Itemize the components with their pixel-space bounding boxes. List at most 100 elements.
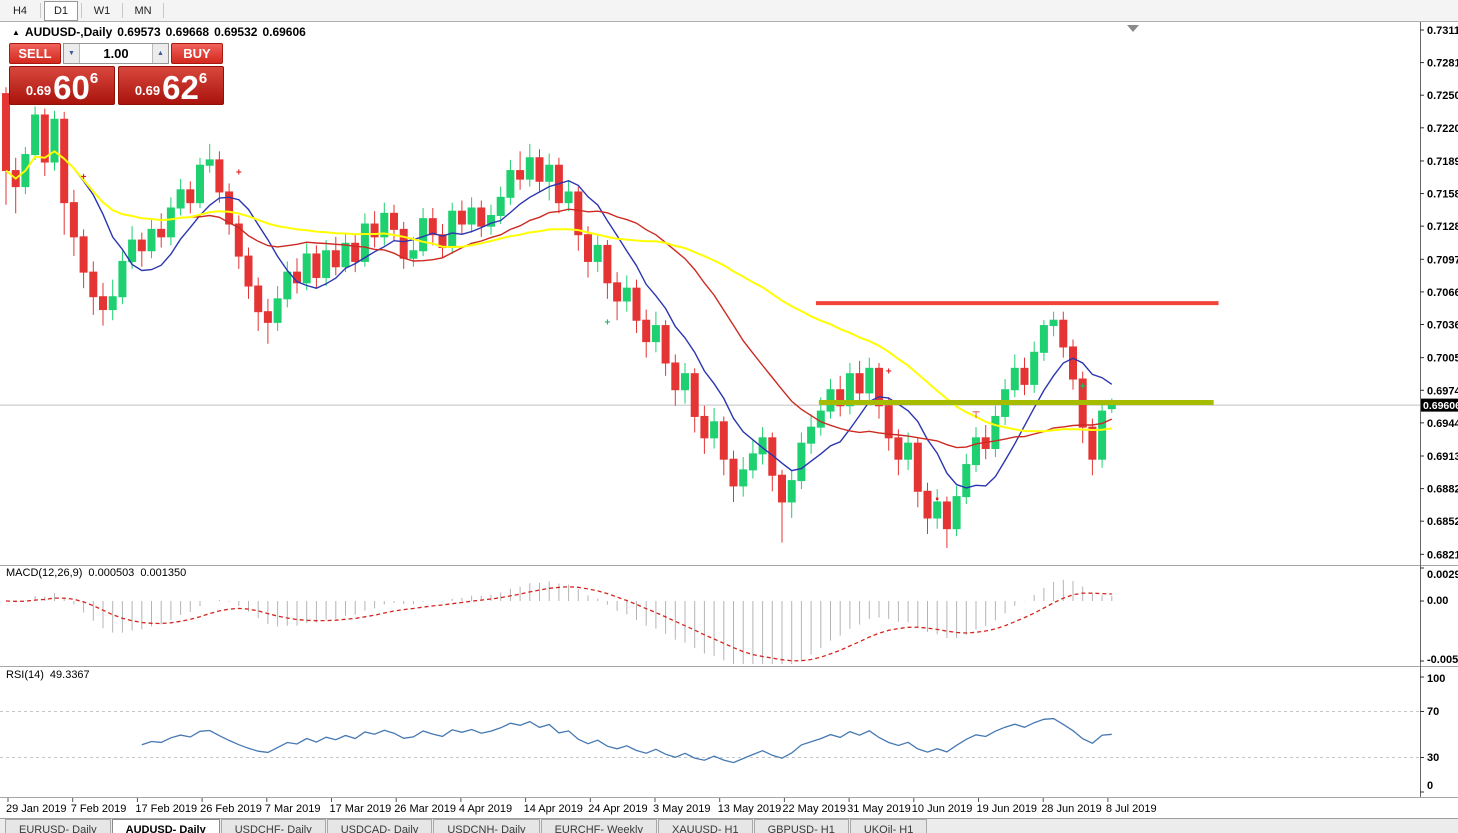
buy-button[interactable]: BUY	[171, 43, 223, 64]
sell-price-main: 60	[53, 69, 90, 106]
timeframe-button-d1[interactable]: D1	[44, 0, 78, 21]
candles-layer	[2, 87, 1116, 548]
tab-audusd[interactable]: AUDUSD- Daily	[111, 819, 220, 833]
macd-name: MACD(12,26,9)	[6, 567, 83, 579]
timeframe-toolbar: H4 D1 W1 MN	[0, 0, 1458, 22]
macd-tick-label: -0.00525	[1427, 654, 1458, 666]
sell-price-pip: 6	[89, 70, 99, 87]
macd-histogram	[15, 579, 1113, 664]
current-price-box	[1421, 398, 1458, 412]
date-tick-label: 31 May 2019	[847, 803, 911, 815]
rsi-tick-label: 30	[1427, 752, 1439, 764]
ohlc-close: 0.69606	[262, 25, 306, 39]
trade-marker-icon: +	[886, 367, 892, 378]
sell-price-prefix: 0.69	[25, 83, 52, 98]
trade-marker-icon: ┬	[971, 407, 980, 418]
one-click-trading-panel: SELL ▼ 1.00 ▲ BUY 0.69 60 6 0.69 62 6	[9, 43, 225, 105]
date-tick-label: 10 Jun 2019	[912, 803, 973, 815]
tab-eurchf[interactable]: EURCHF- Weekly	[540, 819, 657, 833]
price-tick-label: 0.72505	[1427, 90, 1458, 102]
macd-tick-label: 0.00	[1427, 595, 1448, 607]
chart-shift-icon[interactable]	[1127, 25, 1139, 32]
price-tick-label: 0.69745	[1427, 385, 1458, 397]
date-tick-label: 8 Jul 2019	[1106, 803, 1157, 815]
tab-gbpusd[interactable]: GBPUSD- H1	[753, 819, 849, 833]
tab-eurusd[interactable]: EURUSD- Daily	[5, 819, 111, 833]
timeframe-button-mn[interactable]: MN	[126, 0, 160, 21]
tab-usdcad[interactable]: USDCAD- Daily	[326, 819, 433, 833]
ma-slow-line	[5, 150, 1112, 433]
sell-price-button[interactable]: 0.69 60 6	[9, 66, 115, 105]
rsi-level-lines	[0, 711, 1420, 758]
date-tick-label: 29 Jan 2019	[6, 803, 67, 815]
buy-price-pip: 6	[198, 70, 208, 87]
symbol-label: AUDUSD-,Daily	[24, 25, 113, 39]
date-tick-label: 26 Feb 2019	[200, 803, 262, 815]
indicator-axis[interactable]: 0.002984 0.00 -0.00525 100 70 30 0	[1420, 567, 1458, 793]
date-axis[interactable]: 29 Jan 2019 7 Feb 2019 17 Feb 2019 26 Feb 2…	[6, 798, 1157, 815]
volume-value[interactable]: 1.00	[103, 46, 129, 61]
timeframe-button-w1[interactable]: W1	[85, 0, 119, 21]
volume-stepper: ▼ 1.00 ▲	[63, 43, 169, 64]
chart-title: ▲ AUDUSD-,Daily 0.69573 0.69668 0.69532 0.696…	[12, 25, 311, 39]
date-tick-label: 17 Feb 2019	[135, 803, 197, 815]
trade-marker-icon: ▪	[935, 494, 939, 505]
date-tick-label: 7 Mar 2019	[265, 803, 321, 815]
rsi-line	[141, 717, 1112, 764]
buy-price-button[interactable]: 0.69 62 6	[118, 66, 224, 105]
toolbar-separator	[122, 3, 123, 18]
timeframe-button-h4[interactable]: H4	[3, 0, 37, 21]
buy-price-prefix: 0.69	[134, 83, 161, 98]
price-tick-label: 0.73115	[1427, 25, 1458, 37]
pane-separators	[0, 22, 1458, 798]
ohlc-low: 0.69532	[214, 25, 258, 39]
date-tick-label: 14 Apr 2019	[524, 803, 583, 815]
trade-markers: + + + + ▪ ┬ +	[81, 168, 1086, 505]
date-tick-label: 3 May 2019	[653, 803, 710, 815]
date-tick-label: 19 Jun 2019	[977, 803, 1038, 815]
volume-decrease-icon[interactable]: ▼	[64, 44, 80, 63]
rsi-tick-label: 70	[1427, 706, 1439, 718]
rsi-tick-label: 0	[1427, 780, 1433, 792]
tab-xauusd[interactable]: XAUUSD- H1	[657, 819, 753, 833]
sell-button[interactable]: SELL	[9, 43, 61, 64]
toolbar-separator	[40, 3, 41, 18]
tab-usdcnh[interactable]: USDCNH- Daily	[433, 819, 540, 833]
ohlc-open: 0.69573	[117, 25, 161, 39]
toolbar-separator	[81, 3, 82, 18]
date-tick-label: 22 May 2019	[782, 803, 846, 815]
rsi-tick-label: 100	[1427, 673, 1445, 685]
date-tick-label: 13 May 2019	[718, 803, 782, 815]
date-tick-label: 26 Mar 2019	[394, 803, 456, 815]
rsi-label: RSI(14) 49.3367	[6, 669, 96, 681]
trade-marker-icon: +	[1080, 382, 1086, 393]
current-price-label: 0.69606	[1423, 400, 1458, 412]
date-tick-label: 17 Mar 2019	[330, 803, 392, 815]
date-tick-label: 7 Feb 2019	[71, 803, 127, 815]
buy-price-main: 62	[162, 69, 199, 106]
macd-tick-label: 0.002984	[1427, 569, 1458, 581]
one-click-collapse-icon[interactable]: ▲	[12, 28, 20, 37]
price-tick-label: 0.68825	[1427, 484, 1458, 496]
rsi-name: RSI(14)	[6, 669, 44, 681]
date-tick-label: 24 Apr 2019	[588, 803, 647, 815]
tab-usdchf[interactable]: USDCHF- Daily	[220, 819, 326, 833]
volume-increase-icon[interactable]: ▲	[152, 44, 168, 63]
tab-ukoil[interactable]: UKOil- H1	[849, 819, 928, 833]
macd-label: MACD(12,26,9) 0.000503 0.001350	[6, 567, 192, 579]
date-tick-label: 4 Apr 2019	[459, 803, 512, 815]
rsi-value: 49.3367	[49, 669, 90, 681]
ohlc-high: 0.69668	[165, 25, 210, 39]
